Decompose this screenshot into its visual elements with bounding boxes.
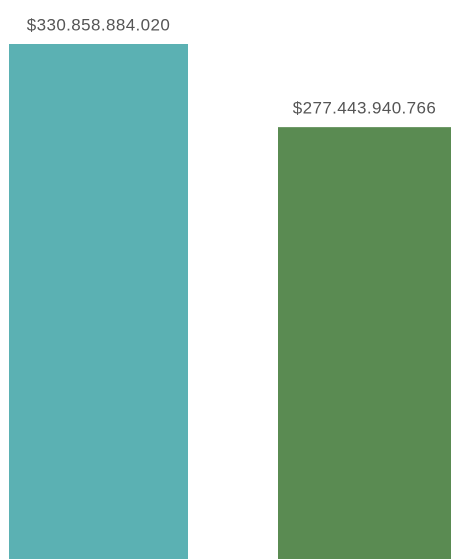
data-label: $277.443.940.766 (293, 99, 436, 118)
bar (278, 127, 451, 559)
bar (9, 44, 188, 559)
data-label: $330.858.884.020 (27, 15, 170, 34)
